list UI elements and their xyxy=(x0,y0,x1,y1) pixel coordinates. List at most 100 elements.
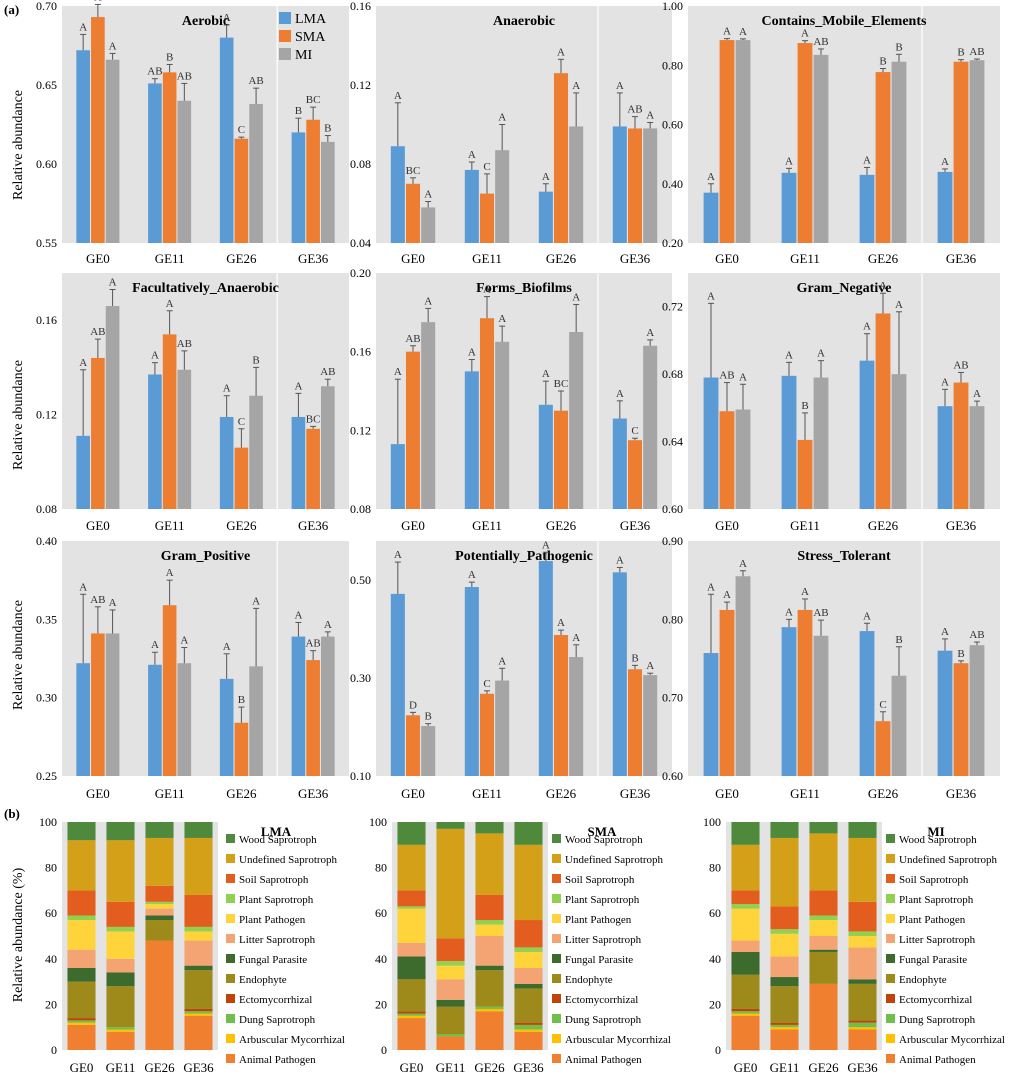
chart-title: Gram_Positive xyxy=(161,549,250,564)
bar-sma xyxy=(234,722,249,776)
stack-segment-undefined-saprotroph xyxy=(436,828,465,939)
significance-letter: C xyxy=(483,678,490,690)
stack-segment-plant-pathogen xyxy=(848,936,877,948)
significance-letter: A xyxy=(785,349,793,361)
significance-letter: A xyxy=(109,40,117,52)
stack-segment-wood-saprotroph xyxy=(731,822,760,845)
bar-lma xyxy=(612,418,627,509)
bar-sma xyxy=(479,318,495,509)
y-tick-label: 0.60 xyxy=(36,157,57,171)
stack-segment-ectomycorrhizal xyxy=(770,1022,799,1025)
x-tick-label: GE26 xyxy=(868,786,899,801)
stack-segment-undefined-saprotroph xyxy=(809,833,838,891)
chart-anaerobic: 0.040.080.120.16AnaerobicGE0ABCAGE11ACAG… xyxy=(350,0,672,266)
significance-letter: A xyxy=(79,581,87,593)
legend-swatch xyxy=(226,914,235,923)
y-tick-label: 0.20 xyxy=(662,236,683,250)
significance-letter: A xyxy=(785,606,793,618)
chart-guild-sma: 0 20 40 60 80 100 SMA GE0 GE11 GE26 GE36 Wood Sapro… xyxy=(369,815,671,1075)
legend-swatch-sma xyxy=(279,30,291,42)
x-tick-label: GE0 xyxy=(715,518,739,533)
stack-segment-soil-saprotroph xyxy=(514,920,543,948)
bar-mi xyxy=(421,207,436,243)
significance-letter: A xyxy=(879,280,887,292)
chart-title: Facultatively_Anaerobic xyxy=(132,281,279,296)
legend-swatch xyxy=(886,974,895,983)
x-tick-label: GE26 xyxy=(808,1060,839,1075)
stack-segment-dung-saprotroph xyxy=(436,1034,465,1037)
legend-label: Animal Pathogen xyxy=(239,1054,316,1066)
stack-segment-ectomycorrhizal xyxy=(67,1018,96,1021)
y-tick-label: 0.40 xyxy=(36,534,57,548)
chart-facultatively-anaerobic: 0.08 0.12 0.16 Facultatively_Anaerobic GE0 A A… xyxy=(36,273,349,533)
legend-label: Soil Saprotroph xyxy=(565,874,635,886)
bar-sma xyxy=(405,715,421,776)
significance-letter: A xyxy=(801,586,809,598)
legend-label: Litter Saprotroph xyxy=(565,934,642,946)
y-tick-label: 0.08 xyxy=(36,502,57,516)
bar-lma xyxy=(219,37,234,243)
y-tick-label: 0.80 xyxy=(662,612,683,626)
x-tick-label: GE0 xyxy=(715,251,739,266)
stack-segment-endophyte xyxy=(106,986,135,1028)
legend-label: Fungal Parasite xyxy=(239,954,307,966)
x-tick-label: GE26 xyxy=(868,251,899,266)
stack-segment-dung-saprotroph xyxy=(731,1011,760,1014)
significance-letter: A xyxy=(572,291,580,303)
y-tick-label: 0 xyxy=(715,1043,721,1057)
significance-letter: A xyxy=(109,597,117,609)
chart-title: Forms_Biofilms xyxy=(476,281,572,296)
stack-segment-animal-pathogen xyxy=(397,1018,426,1050)
bar-mi xyxy=(643,675,658,776)
chart-title: LMA xyxy=(261,824,292,839)
significance-letter: A xyxy=(739,558,747,570)
significance-letter: B xyxy=(238,694,245,706)
stack-segment-endophyte xyxy=(848,983,877,1021)
x-tick-label: GE0 xyxy=(400,1060,424,1075)
bar-sma xyxy=(797,43,813,243)
stack-segment-animal-pathogen xyxy=(731,1015,760,1050)
bar-lma xyxy=(148,83,162,243)
bar-lma xyxy=(464,169,479,243)
significance-letter: A xyxy=(572,80,580,92)
legend-swatch xyxy=(552,1014,561,1023)
bar-lma xyxy=(703,192,719,243)
stack-segment-fungal-parasite xyxy=(145,915,174,921)
y-tick-label: 0.16 xyxy=(36,313,57,327)
bar-lma xyxy=(538,404,553,509)
x-tick-label: GE11 xyxy=(155,518,185,533)
significance-letter: A xyxy=(498,655,506,667)
chart-title: Stress_Tolerant xyxy=(797,549,891,564)
plot-background xyxy=(376,541,672,776)
bar-sma xyxy=(306,119,320,243)
significance-letter: AB xyxy=(305,638,320,650)
legend-label: Wood Saprotroph xyxy=(899,834,977,846)
x-tick-label: GE36 xyxy=(183,1060,214,1075)
stack-segment-wood-saprotroph xyxy=(67,822,96,841)
stack-segment-animal-pathogen xyxy=(514,1031,543,1050)
legend-swatch xyxy=(226,934,235,943)
significance-letter: D xyxy=(409,699,417,711)
bar-mi xyxy=(177,100,192,243)
stack-segment-plant-saprotroph xyxy=(770,929,799,934)
significance-letter: A xyxy=(151,639,159,651)
significance-letter: B xyxy=(424,711,431,723)
significance-letter: A xyxy=(723,589,731,601)
bar-lma xyxy=(390,593,405,776)
x-tick-label: GE11 xyxy=(790,251,820,266)
y-tick-label: 0.80 xyxy=(662,58,683,72)
legend-swatch xyxy=(886,914,895,923)
stack-segment-soil-saprotroph xyxy=(67,890,96,916)
legend-label: Soil Saprotroph xyxy=(899,874,969,886)
significance-letter: A xyxy=(542,171,550,183)
bar-mi xyxy=(249,103,263,244)
significance-letter: A xyxy=(79,357,87,369)
bar-lma xyxy=(781,375,797,509)
chart-stress-tolerant: 0.600.700.800.90Stress_TolerantGE0AAAGE1… xyxy=(662,534,1000,801)
bar-lma xyxy=(464,587,479,776)
significance-letter: AB xyxy=(405,333,420,345)
y-tick-label: 0 xyxy=(51,1043,57,1057)
legend-swatch xyxy=(226,974,235,983)
stack-segment-plant-pathogen xyxy=(397,908,426,943)
significance-letter: B xyxy=(879,56,886,68)
